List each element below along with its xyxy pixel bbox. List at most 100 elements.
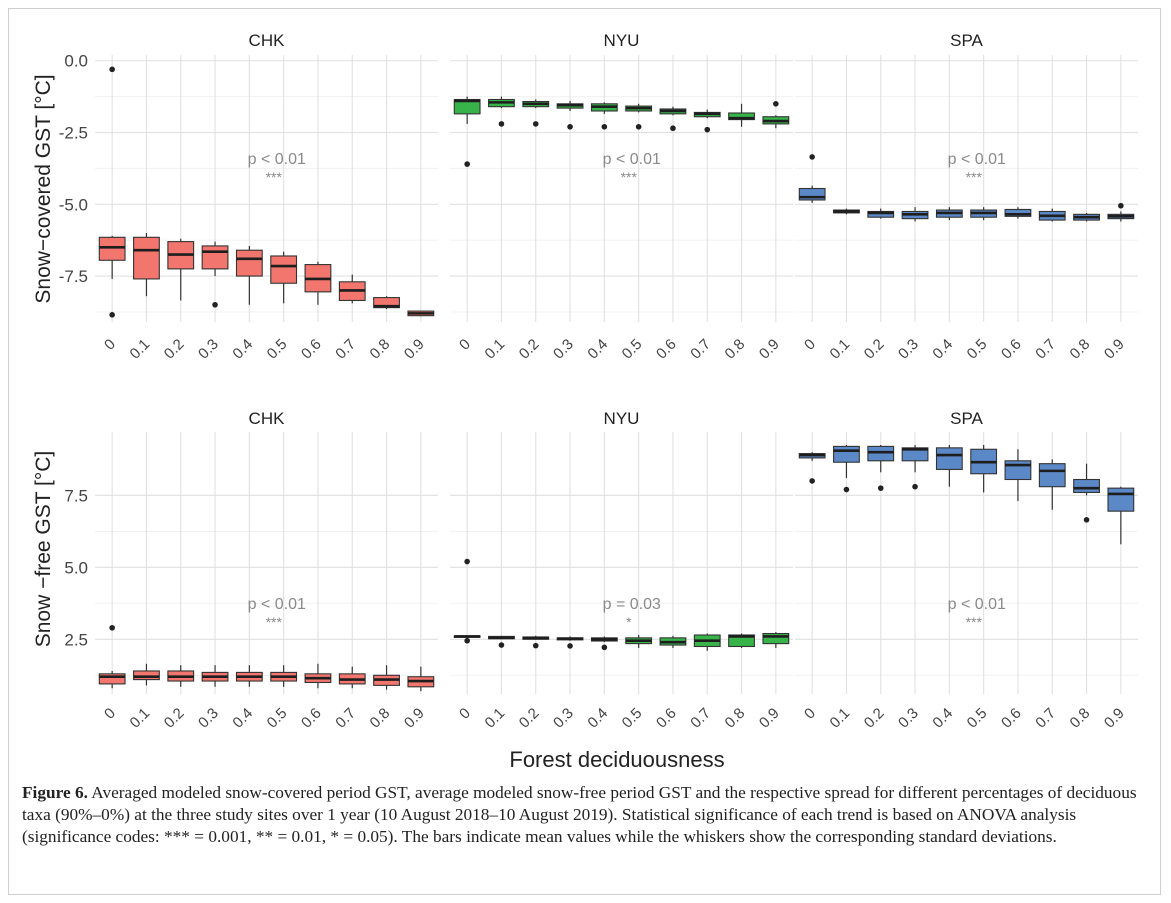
x-tick-label: 0.5 bbox=[619, 336, 646, 363]
box-chk-0.8 bbox=[373, 296, 400, 310]
figure-label: Figure 6. bbox=[22, 783, 88, 802]
significance-stars: * bbox=[626, 614, 632, 630]
box-nyu-0 bbox=[453, 558, 481, 644]
x-tick-label: 0.4 bbox=[229, 705, 256, 732]
panel-chk-row2: CHK 0 0.1 0.2 0.3 0.4 0.5 0.6 0.7 0.8 0.9 p < 0.01*… bbox=[95, 409, 438, 732]
x-tick-label: 0 bbox=[101, 336, 119, 354]
row1-y-tick-label: -5.0 bbox=[59, 195, 88, 214]
x-tick-label: 0.9 bbox=[1101, 336, 1128, 363]
p-value-annotation: p < 0.01 bbox=[603, 151, 661, 168]
box-chk-0.2 bbox=[167, 238, 195, 301]
x-tick-label: 0.7 bbox=[1032, 705, 1059, 732]
figure-caption-text: Averaged modeled snow-covered period GST… bbox=[22, 783, 1137, 846]
x-tick-label: 0.8 bbox=[1067, 336, 1094, 363]
box-nyu-0.4 bbox=[590, 102, 618, 130]
box-nyu-0.5 bbox=[625, 634, 653, 648]
x-tick-label: 0 bbox=[456, 336, 474, 354]
box-nyu-0.1 bbox=[488, 96, 515, 127]
box-body bbox=[833, 445, 860, 463]
outlier-point bbox=[567, 643, 573, 649]
outlier-point bbox=[1118, 202, 1124, 209]
figure-6-chart: Snow−covered GST [°C] Snow −free GST [°C… bbox=[32, 31, 1138, 772]
box-body bbox=[133, 236, 160, 280]
x-tick-label: 0.6 bbox=[653, 336, 680, 363]
box-body bbox=[1038, 463, 1066, 488]
row1-y-axis-label: Snow−covered GST [°C] bbox=[32, 74, 55, 303]
x-tick-label: 0.1 bbox=[482, 705, 509, 732]
row1-y-tick-label: 0.0 bbox=[64, 52, 88, 71]
x-tick-label: 0.9 bbox=[756, 705, 783, 732]
x-tick-label: 0.1 bbox=[127, 336, 154, 363]
x-tick-label: 0.5 bbox=[264, 705, 291, 732]
x-tick-label: 0.6 bbox=[998, 705, 1025, 732]
outlier-point bbox=[109, 66, 115, 73]
x-tick-label: 0.4 bbox=[929, 705, 956, 732]
box-nyu-0.7 bbox=[693, 109, 721, 133]
x-tick-label: 0.7 bbox=[1032, 336, 1059, 363]
box-body bbox=[867, 445, 895, 462]
x-tick-label: 0.6 bbox=[998, 336, 1025, 363]
outlier-point bbox=[877, 485, 884, 491]
x-tick-label: 0.4 bbox=[229, 336, 256, 363]
box-body bbox=[901, 447, 929, 462]
box-body bbox=[201, 245, 229, 270]
x-tick-label: 0.5 bbox=[964, 336, 991, 363]
box-chk-0.1 bbox=[133, 233, 160, 297]
significance-stars: *** bbox=[621, 169, 638, 185]
box-nyu-0.7 bbox=[693, 633, 721, 651]
figure-frame bbox=[8, 8, 1161, 895]
x-tick-label: 0.3 bbox=[195, 336, 222, 363]
outlier-point bbox=[601, 644, 608, 651]
x-tick-label: 0.2 bbox=[861, 336, 888, 363]
box-chk-0.9 bbox=[407, 310, 435, 317]
x-tick-label: 0 bbox=[456, 705, 474, 723]
box-chk-0 bbox=[98, 66, 126, 318]
box-body bbox=[133, 670, 160, 681]
box-chk-0.4 bbox=[235, 245, 263, 305]
box-spa-0.9 bbox=[1107, 202, 1135, 222]
row2-y-tick-label: 5.0 bbox=[64, 558, 88, 577]
box-spa-0.4 bbox=[935, 444, 963, 487]
box-spa-0.1 bbox=[833, 208, 860, 215]
box-nyu-0.6 bbox=[659, 106, 687, 132]
outlier-point bbox=[601, 123, 608, 130]
outlier-point bbox=[464, 637, 470, 644]
box-spa-0.3 bbox=[901, 444, 929, 490]
x-tick-label: 0.2 bbox=[516, 336, 543, 363]
x-tick-label: 0.5 bbox=[264, 336, 291, 363]
outlier-point bbox=[773, 101, 779, 107]
panel-title: NYU bbox=[604, 31, 640, 50]
box-nyu-0 bbox=[453, 96, 481, 167]
x-tick-label: 0.5 bbox=[964, 705, 991, 732]
x-tick-label: 0.9 bbox=[401, 705, 428, 732]
outlier-point bbox=[704, 126, 711, 133]
p-value-annotation: p < 0.01 bbox=[248, 151, 306, 168]
panel-title: CHK bbox=[249, 31, 286, 50]
outlier-point bbox=[212, 301, 218, 308]
box-spa-0.7 bbox=[1038, 208, 1066, 222]
box-body bbox=[798, 187, 826, 201]
x-tick-label: 0.1 bbox=[827, 336, 854, 363]
x-tick-label: 0.6 bbox=[298, 705, 325, 732]
significance-stars: *** bbox=[266, 169, 283, 185]
row2-y-tick-label: 2.5 bbox=[64, 630, 88, 649]
x-tick-label: 0.2 bbox=[861, 705, 888, 732]
x-tick-label: 0.1 bbox=[827, 705, 854, 732]
panel-nyu-row1: NYU 0 0.1 0.2 0.3 0.4 0.5 0.6 0.7 0.8 0.9 p < 0.01*… bbox=[450, 31, 793, 363]
box-body bbox=[867, 210, 895, 218]
box-chk-0.5 bbox=[270, 665, 298, 687]
figure-caption: Figure 6. Averaged modeled snow-covered … bbox=[22, 782, 1142, 848]
box-spa-0.6 bbox=[1004, 207, 1032, 219]
box-body bbox=[1107, 487, 1135, 512]
x-tick-label: 0 bbox=[801, 336, 819, 354]
row2-y-tick-label: 7.5 bbox=[64, 486, 88, 505]
panel-spa-row1: SPA 0 0.1 0.2 0.3 0.4 0.5 0.6 0.7 0.8 0.9 p < 0.01*… bbox=[795, 31, 1138, 363]
box-body bbox=[373, 297, 400, 309]
box-body bbox=[1073, 478, 1100, 494]
box-body bbox=[728, 112, 755, 121]
outlier-point bbox=[843, 486, 850, 493]
box-spa-0.2 bbox=[867, 208, 895, 219]
x-tick-label: 0.3 bbox=[195, 705, 222, 732]
p-value-annotation: p = 0.03 bbox=[603, 596, 661, 613]
box-chk-0.5 bbox=[270, 251, 298, 304]
